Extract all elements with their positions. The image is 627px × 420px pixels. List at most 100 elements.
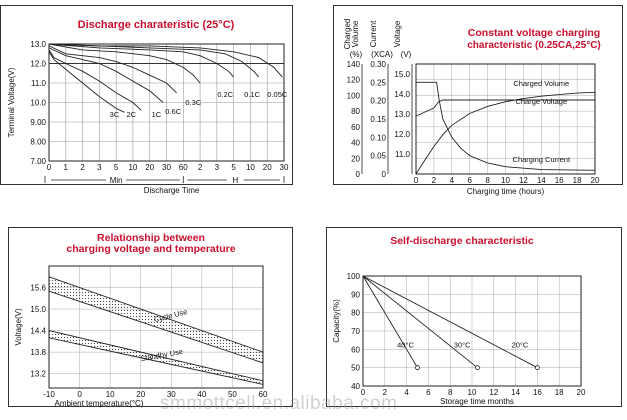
x-tick-label: 40 (197, 390, 206, 399)
y-tick-label: 20 (351, 154, 360, 163)
y-tick-label: 60 (351, 345, 360, 354)
end-point (534, 365, 540, 371)
x-tick-label: 10 (106, 390, 115, 399)
y-axis-title: Voltage(V) (14, 308, 23, 346)
x-tick-label: 16 (555, 176, 564, 185)
x-tick-label: 4 (450, 176, 455, 185)
x-tick-label: 30 (280, 163, 289, 172)
x-tick-label: 6 (426, 388, 431, 397)
x-tick-label: 10 (246, 163, 255, 172)
x-tick-label: 18 (555, 388, 564, 397)
end-point (475, 365, 480, 371)
series-line (48, 51, 125, 113)
y-tick-label: 80 (351, 309, 360, 318)
y-tick-label: 8.00 (30, 138, 46, 147)
series-line (416, 81, 596, 171)
series-line (362, 275, 418, 368)
series-label: 0.3C (185, 98, 201, 107)
y-tick-label: 13.0 (30, 40, 46, 49)
y-tick-label: 80 (351, 107, 360, 116)
series-label: 20°C (512, 341, 529, 350)
y-tick-label: 12.0 (394, 130, 410, 139)
y-tick-label: 9.00 (30, 118, 46, 127)
x-tick-label: 12 (519, 176, 528, 185)
x-tick-label: 20 (145, 163, 154, 172)
x-tick-label: 0 (77, 390, 82, 399)
y-tick-label: 10.0 (30, 99, 46, 108)
y-tick-label: 40 (351, 382, 360, 391)
x-tick-label: 6 (467, 176, 472, 185)
x-tick-label: 10 (128, 163, 137, 172)
discharge-chart-panel: Discharge charateristic (25°C) 7.00 8.00 9.… (0, 5, 293, 195)
y-tick-label: 140 (347, 60, 361, 69)
series-label: Charge Voltage (515, 97, 567, 106)
x-tick-label: 3 (97, 163, 102, 172)
y-tick-label: 40 (351, 139, 360, 148)
chart-title: Constant voltage charging (468, 27, 600, 39)
y-tick-label: 13.0 (394, 110, 410, 119)
x-tick-label: 20 (263, 163, 272, 172)
series-line (48, 43, 283, 78)
y-tick-label: 11.0 (395, 150, 411, 159)
charging-chart: Constant voltage chargingcharacteristic … (343, 19, 601, 196)
y-tick-label: 0.15 (370, 115, 386, 124)
axis-title: Current (369, 20, 378, 47)
y-tick-label: 13.2 (30, 370, 46, 379)
y-tick-label: 15.0 (394, 70, 410, 79)
group-label-min: Min (110, 176, 123, 185)
x-tick-label: 14 (511, 388, 520, 397)
temperature-chart-panel: Relationship between charging voltage and… (8, 227, 293, 408)
x-tick-label: 20 (136, 390, 145, 399)
series-line (415, 91, 596, 175)
y-tick-label: 120 (347, 76, 361, 85)
y-tick-label: 0.05 (370, 152, 386, 161)
series-line (415, 99, 595, 117)
series-label: 0.05C (267, 90, 288, 99)
series-label: Charged Volume (513, 79, 569, 88)
series-label: 2C (126, 110, 136, 119)
chart-subtitle: characteristic (0.25CA,25°C) (467, 40, 601, 51)
y-tick-label: 70 (351, 327, 360, 336)
axis-title: Charged (343, 19, 352, 50)
chart-title: Self-discharge characteristic (390, 235, 534, 247)
x-tick-label: 14 (537, 176, 546, 185)
axis-title: Voltage (393, 20, 402, 47)
y-tick-label: 0 (382, 170, 387, 179)
x-tick-label: 50 (228, 390, 237, 399)
x-axis-title: Discharge Time (144, 186, 200, 195)
axis-title: Volume (351, 20, 360, 47)
x-axis-title: Ambient temperature(°C) (54, 399, 143, 408)
series-line (48, 43, 234, 78)
series-line (48, 43, 201, 84)
y-tick-label: 0 (356, 170, 361, 179)
x-tick-label: 18 (573, 176, 582, 185)
y-tick-label: 12.0 (30, 60, 46, 69)
y-tick-label: 100 (347, 91, 361, 100)
y-tick-label: 0.25 (370, 78, 386, 87)
band-area (48, 330, 264, 385)
series-label: 30°C (454, 341, 471, 350)
end-point (415, 365, 420, 371)
plot-frame (362, 275, 582, 387)
x-tick-label: 5 (231, 163, 236, 172)
plot-frame (415, 63, 596, 175)
y-tick-label: 60 (351, 123, 360, 132)
x-tick-label: 30 (162, 163, 171, 172)
chart-subtitle: charging voltage and temperature (66, 243, 235, 255)
series-line (48, 47, 164, 103)
x-tick-label: 5 (114, 163, 119, 172)
y-tick-label: 50 (351, 364, 360, 373)
charging-chart-panel: Constant voltage charging characteristic … (333, 5, 623, 196)
x-tick-label: 16 (533, 388, 542, 397)
y-tick-label: 0.20 (370, 97, 386, 106)
x-tick-label: 8 (485, 176, 490, 185)
y-axis-title: Capacity(%) (332, 299, 341, 343)
y-tick-label: 15.6 (30, 284, 46, 293)
y-tick-label: 100 (347, 272, 361, 281)
x-tick-label: 4 (404, 388, 409, 397)
series-line (362, 275, 478, 369)
series-line (48, 49, 142, 111)
discharge-chart: Discharge charateristic (25°C) 7.00 8.00 9.… (7, 19, 289, 195)
band-area (48, 276, 264, 364)
